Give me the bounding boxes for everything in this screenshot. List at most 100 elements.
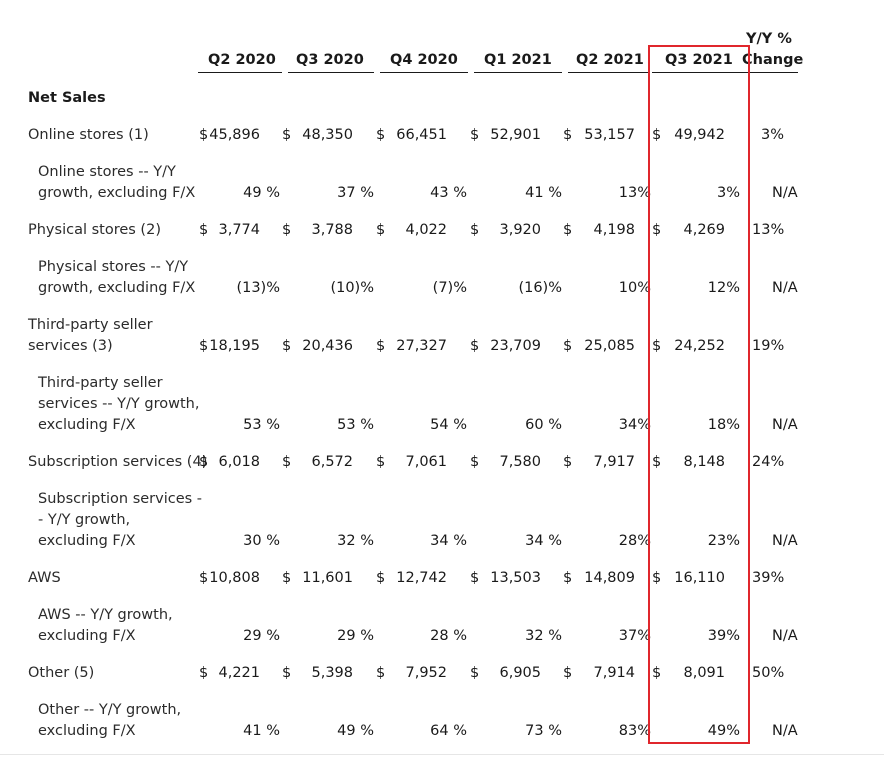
cell-amount: 8,148 bbox=[683, 454, 725, 470]
cell-amount: 7,917 bbox=[593, 454, 635, 470]
yoy-change-cell: N/A bbox=[772, 628, 798, 644]
cell-amount: 23,709 bbox=[490, 338, 541, 354]
row-label: - Y/Y growth, bbox=[38, 512, 131, 528]
cell-percent: (7)% bbox=[432, 280, 467, 296]
currency-symbol: $ bbox=[376, 570, 386, 586]
currency-symbol: $ bbox=[470, 570, 480, 586]
row-label: excluding F/X bbox=[38, 628, 136, 644]
yoy-change-cell: 24% bbox=[752, 454, 785, 470]
header-underline bbox=[288, 72, 374, 73]
currency-symbol: $ bbox=[470, 665, 480, 681]
col-header-q1-2021: Q1 2021 bbox=[484, 52, 552, 68]
currency-symbol: $ bbox=[563, 454, 573, 470]
currency-symbol: $ bbox=[376, 665, 386, 681]
currency-symbol: $ bbox=[199, 454, 209, 470]
currency-symbol: $ bbox=[470, 454, 480, 470]
row-label: Subscription services (4) bbox=[28, 454, 208, 470]
cell-amount: 48,350 bbox=[302, 127, 353, 143]
row-label: excluding F/X bbox=[38, 723, 136, 739]
cell-amount: 7,580 bbox=[499, 454, 541, 470]
currency-symbol: $ bbox=[376, 127, 386, 143]
cell-amount: 5,398 bbox=[311, 665, 353, 681]
yoy-change-cell: 3% bbox=[761, 127, 785, 143]
currency-symbol: $ bbox=[199, 127, 209, 143]
currency-symbol: $ bbox=[282, 338, 292, 354]
cell-percent: 60 % bbox=[525, 417, 562, 433]
row-label: Online stores -- Y/Y bbox=[38, 164, 176, 180]
yoy-change-cell: N/A bbox=[772, 185, 798, 201]
currency-symbol: $ bbox=[376, 338, 386, 354]
cell-percent: (16)% bbox=[518, 280, 562, 296]
currency-symbol: $ bbox=[199, 222, 209, 238]
yoy-change-cell: 39% bbox=[752, 570, 785, 586]
col-header-q2-2020: Q2 2020 bbox=[208, 52, 276, 68]
cell-percent: 73 % bbox=[525, 723, 562, 739]
col-header-q3-2020: Q3 2020 bbox=[296, 52, 364, 68]
cell-percent: (10)% bbox=[330, 280, 374, 296]
cell-amount: 18,195 bbox=[209, 338, 260, 354]
row-label: Physical stores -- Y/Y bbox=[38, 259, 189, 275]
row-label: Online stores (1) bbox=[28, 127, 149, 143]
currency-symbol: $ bbox=[199, 665, 209, 681]
currency-symbol: $ bbox=[563, 665, 573, 681]
currency-symbol: $ bbox=[652, 570, 662, 586]
yoy-header-line1: Y/Y % bbox=[746, 31, 792, 47]
cell-amount: 7,061 bbox=[405, 454, 447, 470]
cell-percent: 13% bbox=[618, 185, 651, 201]
yoy-change-cell: N/A bbox=[772, 280, 798, 296]
yoy-change-cell: 19% bbox=[752, 338, 785, 354]
currency-symbol: $ bbox=[282, 127, 292, 143]
cell-amount: 4,198 bbox=[593, 222, 635, 238]
cell-percent: 34% bbox=[618, 417, 651, 433]
currency-symbol: $ bbox=[199, 338, 209, 354]
cell-percent: 3% bbox=[716, 185, 740, 201]
cell-percent: 29 % bbox=[243, 628, 280, 644]
header-underline bbox=[474, 72, 562, 73]
cell-percent: 49% bbox=[707, 723, 740, 739]
yoy-change-cell: N/A bbox=[772, 417, 798, 433]
yoy-change-cell: 50% bbox=[752, 665, 785, 681]
cell-amount: 25,085 bbox=[584, 338, 635, 354]
cell-percent: 30 % bbox=[243, 533, 280, 549]
cell-percent: 39% bbox=[707, 628, 740, 644]
row-label: excluding F/X bbox=[38, 533, 136, 549]
row-label: growth, excluding F/X bbox=[38, 280, 196, 296]
cell-percent: 37% bbox=[618, 628, 651, 644]
cell-percent: 41 % bbox=[525, 185, 562, 201]
currency-symbol: $ bbox=[563, 570, 573, 586]
row-label: services (3) bbox=[28, 338, 113, 354]
col-header-q4-2020: Q4 2020 bbox=[390, 52, 458, 68]
row-label: Third-party seller bbox=[28, 317, 153, 333]
row-label: AWS -- Y/Y growth, bbox=[38, 607, 173, 623]
currency-symbol: $ bbox=[563, 127, 573, 143]
cell-amount: 20,436 bbox=[302, 338, 353, 354]
header-underline bbox=[568, 72, 648, 73]
cell-amount: 52,901 bbox=[490, 127, 541, 143]
col-header-q3-2021: Q3 2021 bbox=[665, 52, 733, 68]
cell-percent: 34 % bbox=[430, 533, 467, 549]
cell-amount: 11,601 bbox=[302, 570, 353, 586]
cell-amount: 4,221 bbox=[218, 665, 260, 681]
header-underline bbox=[652, 72, 746, 73]
currency-symbol: $ bbox=[376, 454, 386, 470]
row-label: excluding F/X bbox=[38, 417, 136, 433]
cell-amount: 4,022 bbox=[405, 222, 447, 238]
cell-percent: 32 % bbox=[525, 628, 562, 644]
header-underline bbox=[380, 72, 468, 73]
yoy-change-cell: N/A bbox=[772, 533, 798, 549]
cell-percent: 64 % bbox=[430, 723, 467, 739]
cell-amount: 3,774 bbox=[218, 222, 260, 238]
currency-symbol: $ bbox=[282, 570, 292, 586]
cell-percent: 28% bbox=[618, 533, 651, 549]
cell-amount: 14,809 bbox=[584, 570, 635, 586]
currency-symbol: $ bbox=[652, 454, 662, 470]
row-label: Third-party seller bbox=[38, 375, 163, 391]
cell-percent: (13)% bbox=[236, 280, 280, 296]
cell-amount: 49,942 bbox=[674, 127, 725, 143]
cell-percent: 12% bbox=[707, 280, 740, 296]
header-underline bbox=[742, 72, 798, 73]
cell-amount: 3,920 bbox=[499, 222, 541, 238]
cell-amount: 12,742 bbox=[396, 570, 447, 586]
currency-symbol: $ bbox=[282, 665, 292, 681]
currency-symbol: $ bbox=[652, 222, 662, 238]
